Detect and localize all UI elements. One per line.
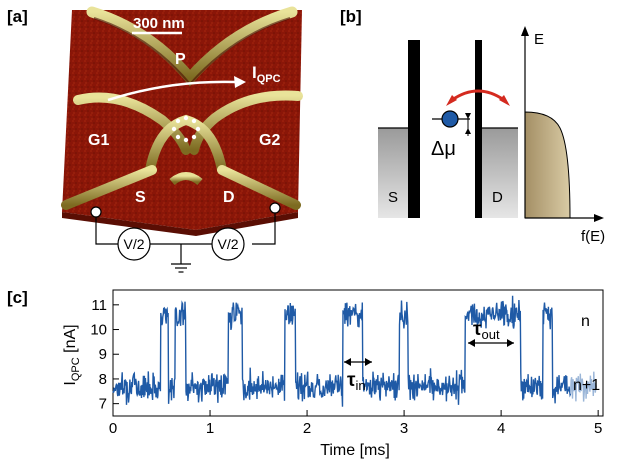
- panel-label-a: [a]: [7, 7, 28, 26]
- tick-labels: 0 1 2 3 4 5 7 8 9 10 11: [90, 297, 602, 437]
- electron: [441, 110, 459, 128]
- x-tick-label: 0: [109, 420, 117, 437]
- axis-e-label: E: [534, 31, 544, 48]
- fermi-distribution: [524, 111, 571, 219]
- tunneling-arrow: [451, 89, 505, 102]
- gate-lower-left: [61, 165, 157, 210]
- plot-frame: [112, 289, 604, 417]
- y-tick-label: 7: [99, 396, 107, 413]
- x-tick-label: 2: [303, 420, 311, 437]
- x-tick-label: 3: [400, 420, 408, 437]
- afm-image: 300 nm P IQPC G1 G2 S D: [61, 6, 303, 236]
- state-n1-label: n+1: [573, 377, 600, 394]
- drain-label: D: [492, 189, 503, 206]
- trace-line-faded: [569, 371, 597, 402]
- tau-out-marker: [468, 339, 514, 347]
- gate-p-ridge: [86, 6, 298, 87]
- barrier-left: [408, 40, 420, 218]
- barrier-right: [475, 40, 482, 218]
- afm-front-edge: [62, 212, 298, 236]
- y-axis-label: IQPC [nA]: [62, 324, 82, 385]
- y-tick-label: 11: [91, 297, 107, 314]
- bias-right-label: V/2: [217, 236, 238, 252]
- gate-lower-right: [217, 165, 301, 210]
- label-g2: G2: [259, 132, 280, 149]
- trace-line: [112, 295, 572, 407]
- tau-out-label: τout: [473, 319, 500, 342]
- scale-bar-label: 300 nm: [133, 15, 185, 32]
- gate-g1-ridge: [73, 92, 191, 155]
- y-tick-label: 8: [99, 371, 107, 388]
- label-g1: G1: [88, 132, 109, 149]
- quantum-dot-marker: [171, 115, 201, 143]
- y-tick-label: 10: [90, 322, 107, 339]
- fermi-sea-source: [378, 128, 408, 218]
- bias-left-label: V/2: [123, 236, 144, 252]
- gate-g2-ridge: [189, 90, 303, 155]
- label-d: D: [223, 189, 235, 206]
- x-tick-label: 4: [497, 420, 505, 437]
- label-iqpc: IQPC: [252, 63, 281, 85]
- delta-mu-label: Δμ: [431, 138, 456, 160]
- current-arrow: [107, 80, 237, 102]
- tau-in-marker: [344, 358, 372, 366]
- energy-diagram: Δμ S D E f(E): [378, 26, 605, 245]
- x-axis-label: Time [ms]: [320, 442, 390, 459]
- source-label: S: [388, 189, 398, 206]
- y-tick-label: 9: [99, 346, 107, 363]
- panel-label-b: [b]: [340, 7, 362, 26]
- axis-f-label: f(E): [581, 228, 605, 245]
- state-n-label: n: [581, 313, 590, 330]
- label-s: S: [135, 189, 146, 206]
- x-tick-label: 5: [594, 420, 602, 437]
- tick-marks: [112, 304, 599, 416]
- tau-in-label: τin: [347, 370, 366, 393]
- fermi-sea-drain: [482, 128, 518, 218]
- x-tick-label: 1: [206, 420, 214, 437]
- label-p: P: [175, 51, 186, 68]
- panel-label-c: [c]: [7, 288, 28, 307]
- bias-circuit: [90, 202, 281, 273]
- current-trace-chart: 0 1 2 3 4 5 7 8 9 10 11 τin τout n n+1 Time [ms] I…: [62, 289, 604, 459]
